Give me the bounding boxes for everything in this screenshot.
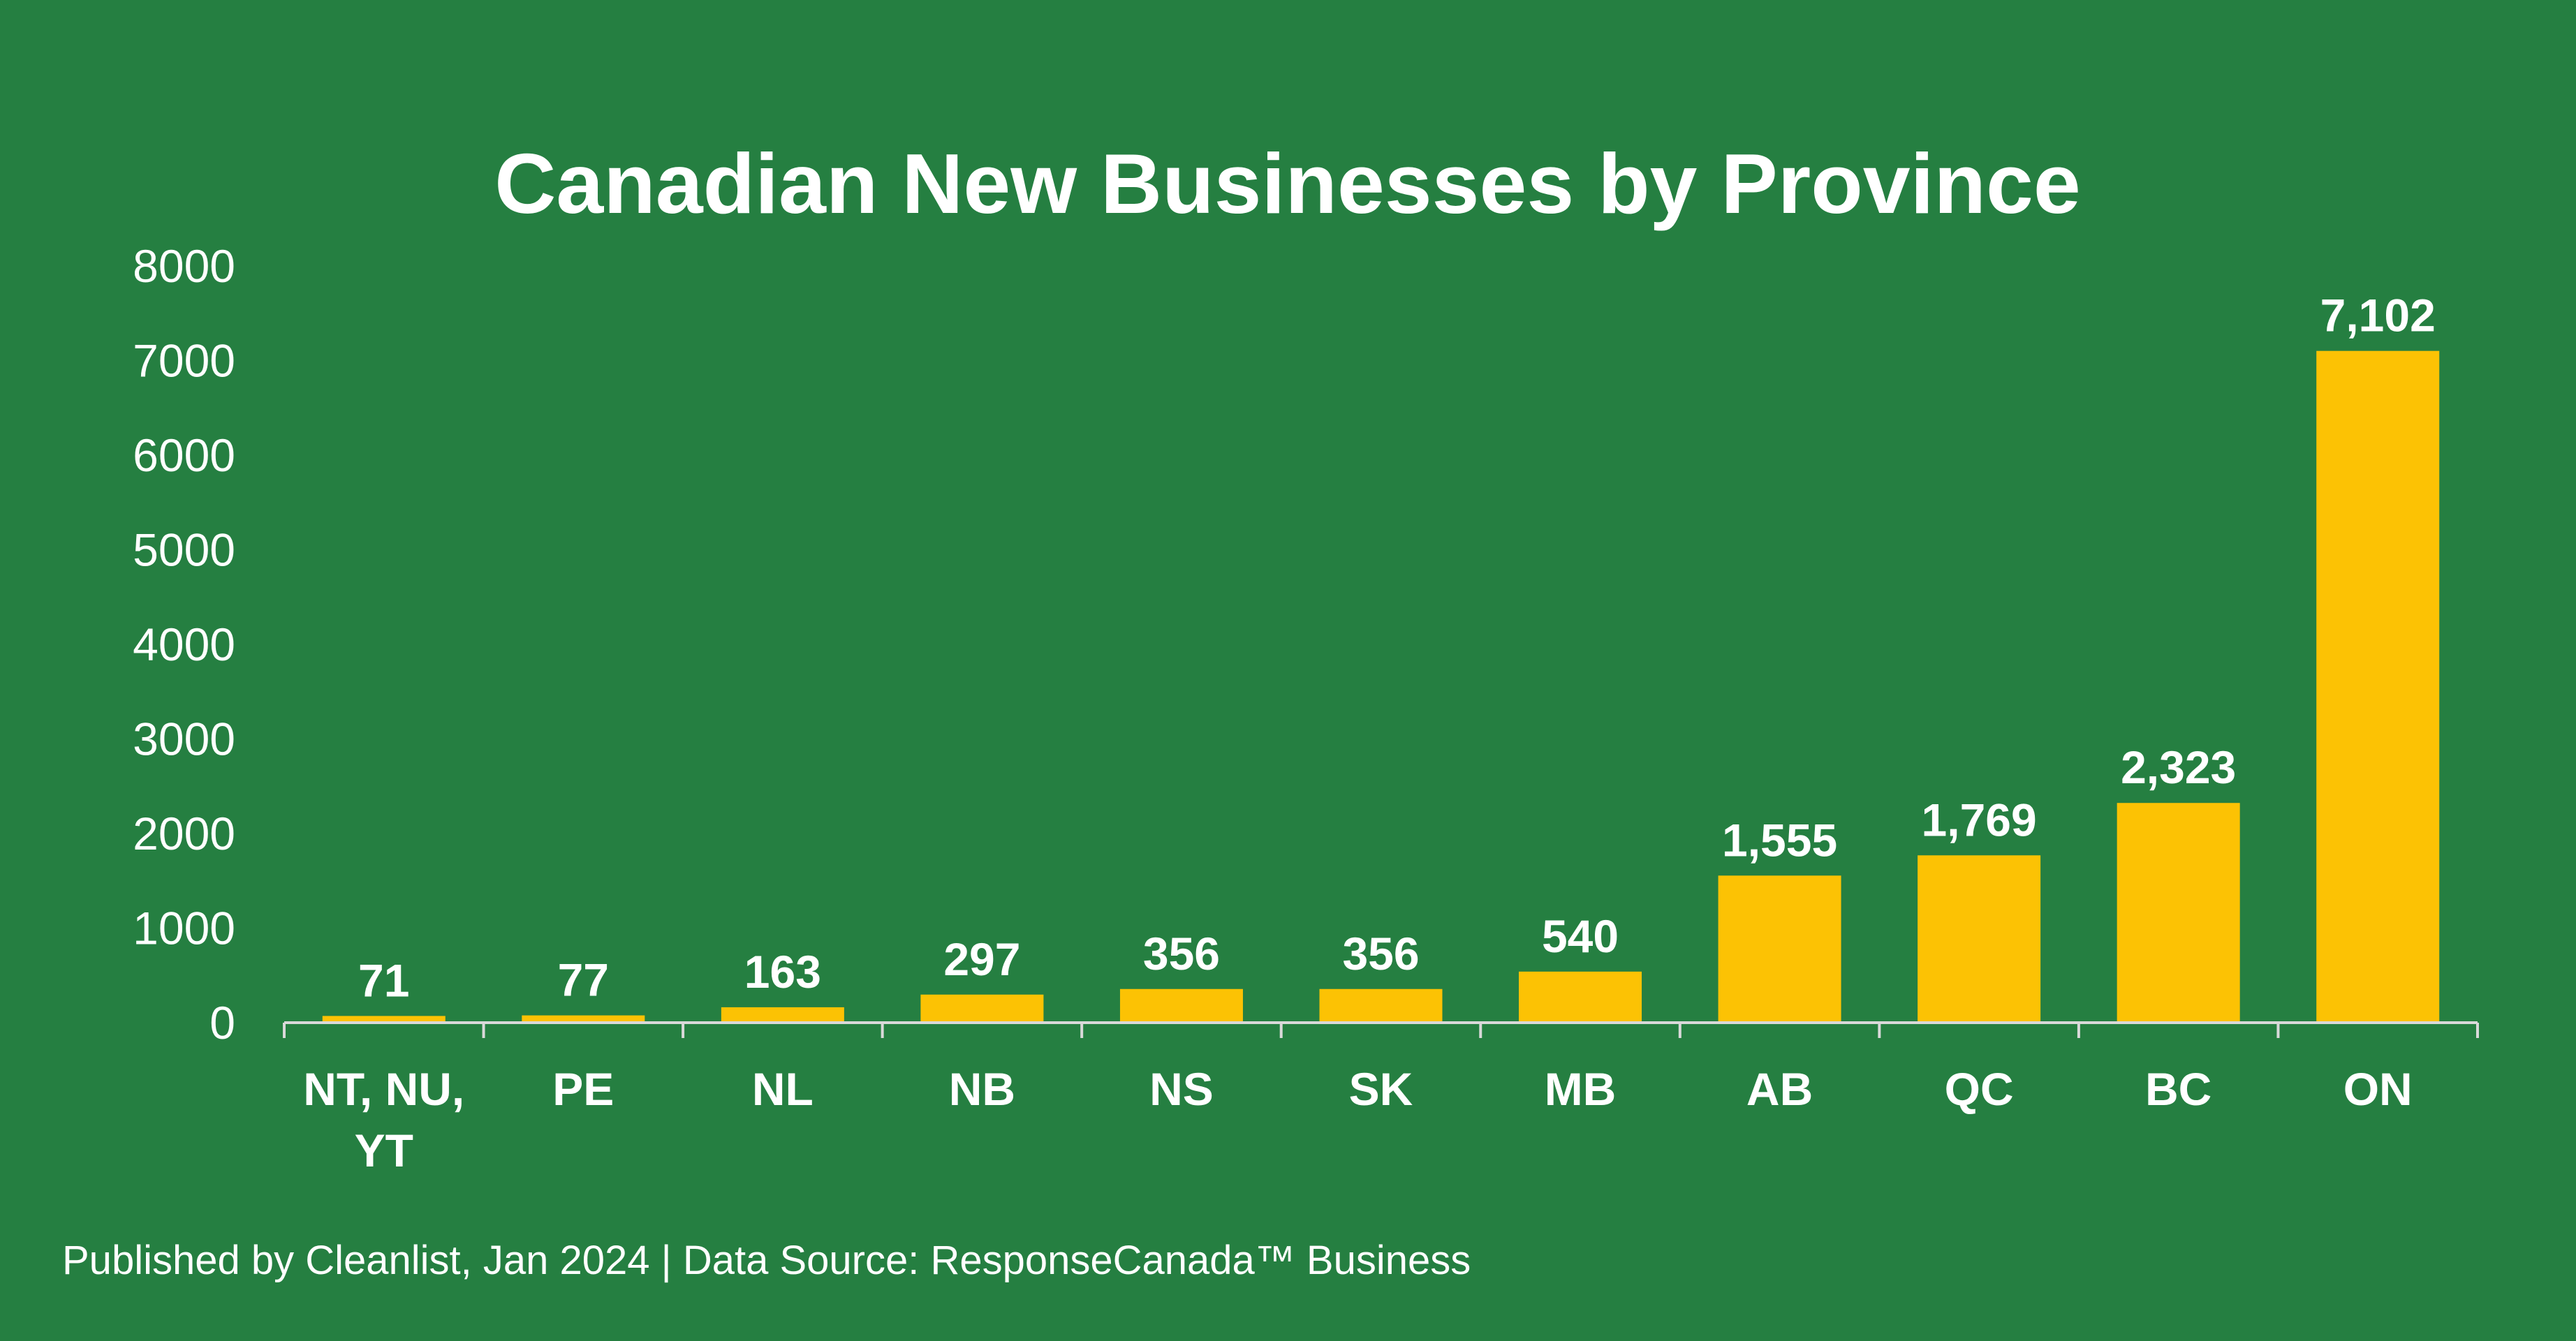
data-label: 1,769 — [1922, 794, 2037, 845]
bar — [1918, 855, 2041, 1023]
x-tick-label: PE — [552, 1063, 614, 1115]
x-tick-label: ON — [2343, 1063, 2413, 1115]
y-tick-label: 8000 — [133, 240, 235, 292]
x-axis: NT, NU, YT PE NL NB NS SK MB AB QC BC ON — [283, 1021, 2479, 1176]
bar — [1119, 988, 1243, 1023]
footer-source: Published by Cleanlist, Jan 2024 | Data … — [62, 1238, 1471, 1283]
bar — [920, 994, 1044, 1023]
data-label: 356 — [1143, 928, 1220, 979]
bar — [2316, 350, 2440, 1023]
y-tick-label: 5000 — [133, 524, 235, 576]
data-label: 163 — [744, 946, 821, 998]
data-label: 1,555 — [1722, 814, 1837, 866]
bar — [1519, 971, 1642, 1023]
y-tick-label: 7000 — [133, 335, 235, 387]
bar — [322, 1016, 446, 1023]
x-tick-label: NL — [752, 1063, 814, 1115]
y-tick-label: 0 — [209, 997, 235, 1049]
data-label: 356 — [1342, 928, 1419, 979]
bars: 71 77 163 297 356 356 540 1,555 1,769 2,323 7,102 — [322, 290, 2440, 1023]
data-label: 2,323 — [2121, 741, 2236, 793]
y-tick-label: 4000 — [133, 618, 235, 670]
chart-title: Canadian New Businesses by Province — [494, 136, 2080, 231]
x-tick-label: QC — [1945, 1063, 2014, 1115]
x-tick-label: AB — [1746, 1063, 1813, 1115]
data-label: 540 — [1542, 910, 1619, 962]
data-label: 71 — [358, 954, 409, 1006]
data-label: 7,102 — [2320, 290, 2436, 341]
bar — [1319, 988, 1443, 1023]
data-label: 297 — [943, 933, 1020, 985]
x-tick-label: BC — [2145, 1063, 2211, 1115]
y-tick-label: 1000 — [133, 903, 235, 954]
bar — [2117, 803, 2240, 1023]
x-tick-label: YT — [355, 1125, 413, 1176]
y-tick-label: 2000 — [133, 808, 235, 859]
x-tick-label: NT, NU, — [303, 1063, 464, 1115]
y-tick-label: 6000 — [133, 429, 235, 481]
bar — [522, 1015, 645, 1023]
y-tick-label: 3000 — [133, 713, 235, 765]
x-tick-label: NS — [1149, 1063, 1214, 1115]
data-label: 77 — [558, 954, 609, 1006]
x-tick-label: SK — [1349, 1063, 1413, 1115]
x-tick-label: MB — [1545, 1063, 1617, 1115]
bar — [721, 1007, 844, 1023]
y-axis: 0 1000 2000 3000 4000 5000 6000 7000 8000 — [133, 240, 235, 1049]
x-tick-label: NB — [949, 1063, 1015, 1115]
bar — [1718, 875, 1841, 1023]
